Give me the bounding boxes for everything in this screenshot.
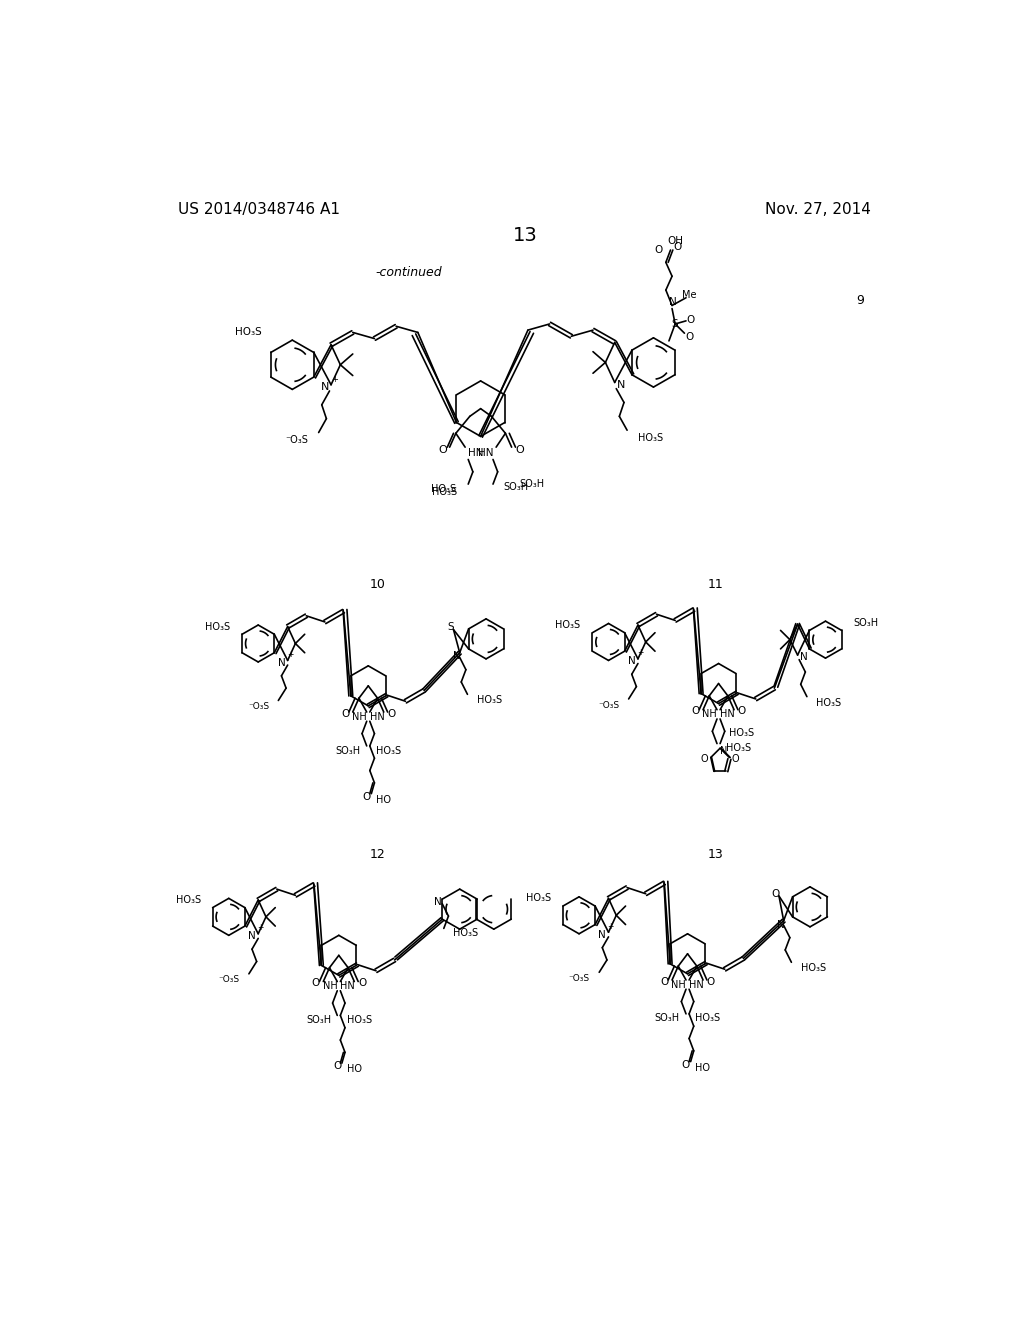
- Text: Me: Me: [682, 289, 696, 300]
- Text: SO₃H: SO₃H: [336, 746, 360, 755]
- Text: HN: HN: [468, 449, 483, 458]
- Text: 10: 10: [370, 578, 385, 591]
- Text: 11: 11: [708, 578, 723, 591]
- Text: HO₃S: HO₃S: [526, 894, 551, 903]
- Text: SO₃H: SO₃H: [853, 618, 879, 628]
- Text: O: O: [358, 978, 367, 989]
- Text: N: N: [720, 746, 727, 756]
- Text: HO: HO: [346, 1064, 361, 1074]
- Text: HO₃S: HO₃S: [729, 727, 755, 738]
- Text: O: O: [686, 315, 694, 325]
- Text: N: N: [800, 652, 808, 663]
- Text: N: N: [628, 656, 636, 667]
- Text: NH: NH: [702, 709, 717, 719]
- Text: N: N: [278, 657, 286, 668]
- Text: HO₃S: HO₃S: [234, 327, 261, 338]
- Text: HN: HN: [370, 711, 385, 722]
- Text: O: O: [515, 445, 523, 455]
- Text: HN: HN: [340, 981, 355, 991]
- Text: N: N: [248, 931, 256, 941]
- Text: N: N: [616, 380, 625, 389]
- Text: ⁻O₃S: ⁻O₃S: [598, 701, 620, 710]
- Text: NH: NH: [352, 711, 367, 722]
- Text: N: N: [669, 297, 677, 308]
- Text: HO₃S: HO₃S: [453, 928, 478, 939]
- Text: SO₃H: SO₃H: [519, 479, 545, 490]
- Text: ⁻O₃S: ⁻O₃S: [218, 975, 240, 985]
- Text: HO₃S: HO₃S: [431, 483, 456, 494]
- Text: +: +: [607, 921, 614, 931]
- Text: HO₃S: HO₃S: [695, 1014, 721, 1023]
- Text: ⁻O₃S: ⁻O₃S: [568, 974, 590, 983]
- Text: HO₃S: HO₃S: [346, 1015, 372, 1026]
- Text: HO₃S: HO₃S: [205, 622, 230, 631]
- Text: O: O: [700, 754, 709, 764]
- Text: HO₃S: HO₃S: [555, 620, 581, 630]
- Text: O: O: [674, 242, 682, 252]
- Text: O: O: [685, 333, 693, 342]
- Text: HO₃S: HO₃S: [432, 487, 458, 496]
- Text: +: +: [637, 648, 643, 657]
- Text: 13: 13: [708, 847, 723, 861]
- Text: O: O: [333, 1061, 341, 1072]
- Text: 12: 12: [370, 847, 385, 861]
- Text: OH: OH: [668, 236, 683, 246]
- Text: 13: 13: [512, 226, 538, 246]
- Text: HO: HO: [376, 795, 391, 805]
- Text: O: O: [362, 792, 371, 801]
- Text: O: O: [654, 246, 663, 255]
- Text: SO₃H: SO₃H: [504, 482, 529, 492]
- Text: N: N: [453, 651, 461, 661]
- Text: HO₃S: HO₃S: [801, 964, 825, 973]
- Text: O: O: [341, 709, 349, 718]
- Text: HO₃S: HO₃S: [376, 746, 401, 755]
- Text: +: +: [257, 923, 264, 932]
- Text: HN: HN: [477, 449, 493, 458]
- Text: NH: NH: [672, 979, 686, 990]
- Text: ⁻O₃S: ⁻O₃S: [248, 702, 269, 711]
- Text: O: O: [707, 977, 715, 986]
- Text: NH: NH: [323, 981, 337, 991]
- Text: HN: HN: [689, 979, 703, 990]
- Text: O: O: [682, 1060, 690, 1069]
- Text: O: O: [660, 977, 669, 986]
- Text: O: O: [311, 978, 319, 989]
- Text: +: +: [331, 375, 338, 384]
- Text: Nov. 27, 2014: Nov. 27, 2014: [765, 202, 871, 218]
- Text: HO₃S: HO₃S: [176, 895, 201, 906]
- Text: O: O: [737, 706, 745, 717]
- Text: O: O: [771, 888, 779, 899]
- Text: S: S: [447, 622, 454, 631]
- Text: O: O: [732, 754, 739, 764]
- Text: HO₃S: HO₃S: [638, 433, 664, 444]
- Text: US 2014/0348746 A1: US 2014/0348746 A1: [178, 202, 340, 218]
- Text: N: N: [776, 920, 784, 929]
- Text: HO₃S: HO₃S: [816, 698, 842, 708]
- Text: 9: 9: [856, 294, 864, 308]
- Text: +: +: [287, 649, 293, 659]
- Text: N: N: [321, 381, 329, 392]
- Text: N: N: [598, 929, 606, 940]
- Text: ⁻O₃S: ⁻O₃S: [285, 436, 308, 445]
- Text: HO: HO: [695, 1063, 711, 1073]
- Text: O: O: [691, 706, 699, 717]
- Text: SO₃H: SO₃H: [306, 1015, 331, 1026]
- Text: S: S: [672, 319, 679, 329]
- Text: HN: HN: [720, 709, 735, 719]
- Text: O: O: [438, 445, 447, 455]
- Text: HO₃S: HO₃S: [726, 743, 752, 754]
- Text: SO₃H: SO₃H: [654, 1014, 680, 1023]
- Text: N: N: [434, 898, 441, 907]
- Text: O: O: [387, 709, 395, 718]
- Text: HO₃S: HO₃S: [477, 696, 502, 705]
- Text: -continued: -continued: [375, 265, 442, 279]
